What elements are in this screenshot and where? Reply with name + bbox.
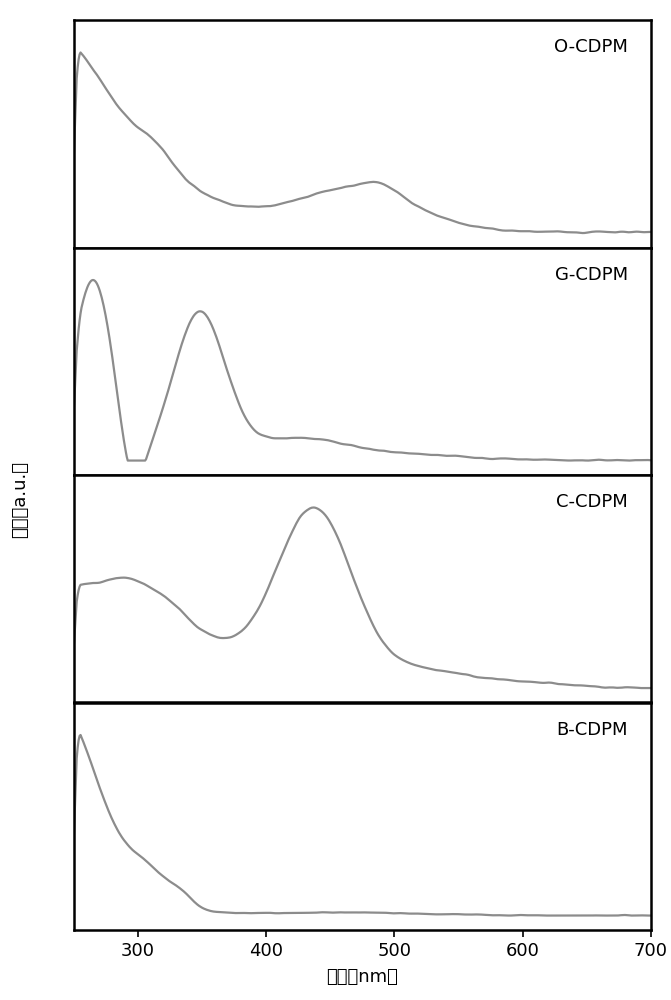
Text: C-CDPM: C-CDPM xyxy=(556,493,628,511)
Text: O-CDPM: O-CDPM xyxy=(554,38,628,56)
Text: G-CDPM: G-CDPM xyxy=(555,266,628,284)
Text: B-CDPM: B-CDPM xyxy=(556,721,628,739)
Text: 吸收（a.u.）: 吸收（a.u.） xyxy=(11,462,29,538)
X-axis label: 波长（nm）: 波长（nm） xyxy=(326,968,399,986)
